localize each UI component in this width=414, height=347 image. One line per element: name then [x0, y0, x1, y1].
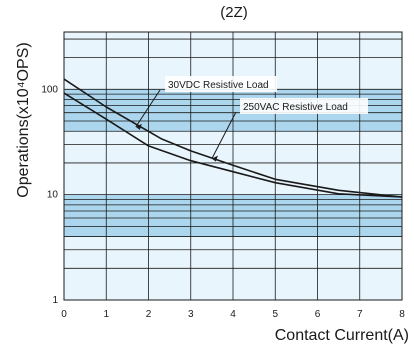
annotation-leader: [135, 89, 161, 128]
annotation-arrowhead: [211, 155, 218, 162]
annotation-arrowhead: [135, 123, 142, 130]
x-axis-label: Contact Current(A): [275, 327, 409, 344]
x-tick-label: 0: [61, 309, 67, 320]
x-tick-label: 8: [399, 309, 405, 320]
y-tick-labels: 1 10 100: [41, 84, 58, 306]
x-tick-label: 5: [272, 309, 278, 320]
y-tick-label: 100: [41, 84, 58, 95]
annotation-box: [165, 76, 277, 92]
x-tick-label: 1: [103, 309, 109, 320]
chart-title: (2Z): [220, 4, 248, 21]
series-label: 250VAC Resistive Load: [243, 102, 348, 113]
series-line: [63, 92, 403, 198]
x-tick-label: 2: [146, 309, 152, 320]
x-tick-label: 3: [188, 309, 194, 320]
y-tick-label: 1: [52, 295, 58, 306]
x-tick-label: 4: [230, 309, 236, 320]
y-axis-label: Operations(x10⁴OPS): [15, 42, 32, 197]
annotation-leader: [211, 111, 237, 159]
x-tick-label: 7: [357, 309, 363, 320]
plot-frame: [63, 31, 403, 301]
series-label: 30VDC Resistive Load: [168, 80, 269, 91]
annotations: 30VDC Resistive Load 250VAC Resistive Loa…: [135, 76, 368, 162]
annotation-box: [240, 98, 368, 114]
y-tick-label: 10: [47, 190, 59, 201]
x-tick-labels: 0 1 2 3 4 5 6 7 8: [61, 309, 405, 320]
x-tick-label: 6: [315, 309, 321, 320]
